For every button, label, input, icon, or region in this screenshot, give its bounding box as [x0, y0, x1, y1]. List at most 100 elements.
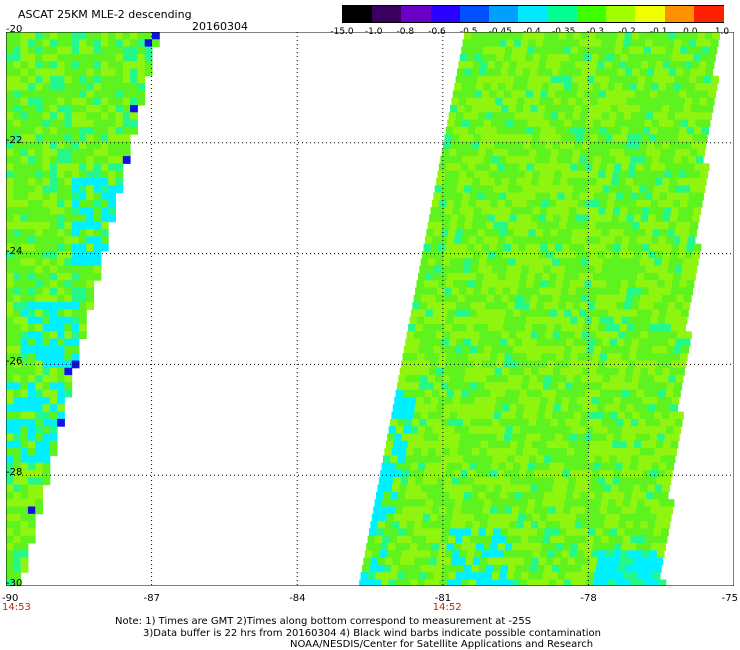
- swath-cell: [100, 221, 109, 230]
- swath-cell: [596, 141, 605, 150]
- swath-cell: [454, 119, 463, 128]
- swath-cell: [512, 426, 521, 434]
- swath-cell: [595, 185, 604, 194]
- swath-cell: [497, 470, 505, 478]
- swath-cell: [693, 90, 702, 99]
- swath-cell: [438, 506, 447, 515]
- swath-cell: [672, 46, 681, 55]
- swath-cell: [648, 134, 657, 142]
- swath-cell: [686, 207, 694, 215]
- swath-cell: [405, 338, 414, 347]
- swath-cell: [589, 214, 598, 223]
- swath-cell: [49, 141, 58, 150]
- swath-cell: [415, 440, 423, 449]
- swath-cell: [599, 316, 608, 325]
- swath-cell: [593, 345, 602, 354]
- swath-cell: [650, 280, 658, 288]
- swath-cell: [465, 521, 474, 529]
- swath-cell: [613, 433, 622, 442]
- swath-cell: [49, 251, 58, 259]
- swath-cell: [389, 572, 398, 580]
- swath-cell: [57, 105, 65, 113]
- swath-cell: [574, 258, 582, 267]
- swath-cell: [526, 280, 534, 288]
- swath-cell: [660, 112, 669, 121]
- swath-cell: [671, 360, 679, 369]
- swath-cell: [621, 389, 630, 398]
- swath-cell: [665, 506, 673, 515]
- swath-cell: [677, 97, 686, 106]
- swath-cell: [573, 528, 582, 537]
- swath-cell: [13, 126, 22, 135]
- swath-cell: [6, 302, 14, 310]
- swath-cell: [49, 426, 58, 434]
- swath-cell: [666, 156, 675, 164]
- swath-cell: [591, 126, 600, 135]
- swath-cell: [27, 280, 36, 288]
- swath-cell: [550, 75, 559, 84]
- swath-cell: [589, 484, 597, 493]
- swath-cell: [481, 550, 490, 559]
- swath-cell: [419, 572, 427, 580]
- swath-cell: [682, 338, 691, 347]
- swath-cell: [64, 90, 73, 99]
- swath-cell: [500, 411, 509, 420]
- swath-cell: [572, 192, 580, 201]
- swath-cell: [508, 564, 516, 573]
- swath-cell: [475, 470, 483, 478]
- swath-cell: [551, 148, 559, 157]
- swath-cell: [558, 302, 567, 310]
- swath-cell: [599, 353, 608, 361]
- swath-cell: [572, 535, 580, 544]
- swath-cell: [71, 90, 80, 99]
- swath-cell: [572, 418, 581, 427]
- swath-cell: [467, 243, 476, 252]
- swath-cell: [577, 163, 586, 172]
- swath-cell: [605, 170, 614, 179]
- swath-cell: [20, 404, 29, 413]
- swath-cell: [525, 550, 534, 559]
- swath-cell: [522, 221, 531, 230]
- swath-cell: [86, 83, 95, 91]
- swath-cell: [93, 265, 102, 274]
- swath-cell: [86, 32, 95, 40]
- swath-cell: [42, 229, 51, 237]
- swath-cell: [477, 112, 486, 121]
- swath-cell: [538, 557, 547, 566]
- swath-cell: [523, 448, 531, 456]
- swath-cell: [20, 528, 29, 537]
- swath-cell: [530, 68, 538, 77]
- swath-cell: [35, 302, 43, 310]
- swath-cell: [576, 360, 585, 369]
- swath-cell: [552, 331, 561, 340]
- swath-cell: [680, 46, 688, 55]
- swath-cell: [417, 426, 426, 434]
- swath-cell: [504, 199, 513, 208]
- swath-cell: [549, 345, 558, 354]
- swath-cell: [490, 426, 499, 434]
- longitude-label: -87: [143, 593, 160, 604]
- swath-cell: [547, 550, 556, 559]
- swath-cell: [565, 455, 574, 464]
- swath-cell: [409, 506, 418, 515]
- swath-cell: [27, 528, 36, 537]
- swath-cell: [668, 375, 677, 383]
- swath-cell: [516, 331, 524, 340]
- swath-cell: [503, 324, 511, 332]
- swath-cell: [57, 418, 65, 427]
- swath-cell: [607, 199, 615, 208]
- swath-cell: [518, 126, 527, 135]
- swath-cell: [550, 192, 558, 201]
- swath-cell: [27, 112, 36, 121]
- swath-cell: [572, 39, 580, 48]
- swath-cell: [530, 448, 539, 456]
- swath-cell: [93, 141, 102, 150]
- swath-cell: [558, 265, 566, 274]
- swath-cell: [108, 156, 116, 164]
- swath-cell: [669, 448, 677, 456]
- swath-cell: [64, 83, 73, 91]
- swath-cell: [649, 324, 657, 332]
- swath-cell: [433, 572, 442, 580]
- swath-cell: [564, 462, 572, 471]
- swath-cell: [511, 433, 520, 442]
